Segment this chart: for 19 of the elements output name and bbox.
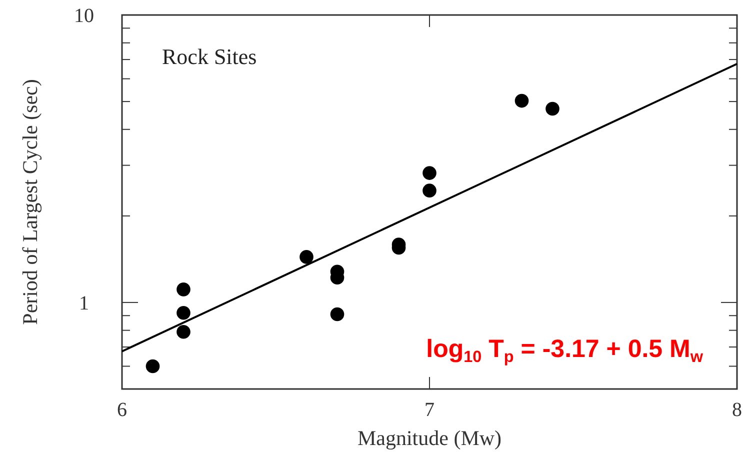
point bbox=[176, 306, 190, 320]
point bbox=[546, 102, 560, 116]
point bbox=[300, 250, 314, 264]
point bbox=[514, 94, 529, 108]
point bbox=[176, 282, 190, 296]
point bbox=[422, 184, 436, 198]
point bbox=[176, 324, 190, 339]
annotation: Rock Sites bbox=[162, 44, 257, 69]
point bbox=[422, 166, 436, 180]
point bbox=[330, 307, 344, 322]
x-axis-title: Magnitude (Mw) bbox=[357, 426, 502, 450]
annotation: log$_{10}$ T$_{p}$ = -3.17 + 0.5 M$_{w}$ bbox=[426, 335, 704, 366]
y-tick-label: 1 bbox=[79, 292, 89, 314]
x-tick-label: 8 bbox=[732, 399, 742, 421]
point bbox=[146, 359, 160, 374]
y-axis-title: Period of Largest Cycle (sec) bbox=[18, 79, 42, 325]
x-tick-label: 7 bbox=[424, 399, 434, 421]
x-tick-label: 6 bbox=[117, 399, 127, 421]
y-tick-label: 10 bbox=[74, 5, 94, 27]
